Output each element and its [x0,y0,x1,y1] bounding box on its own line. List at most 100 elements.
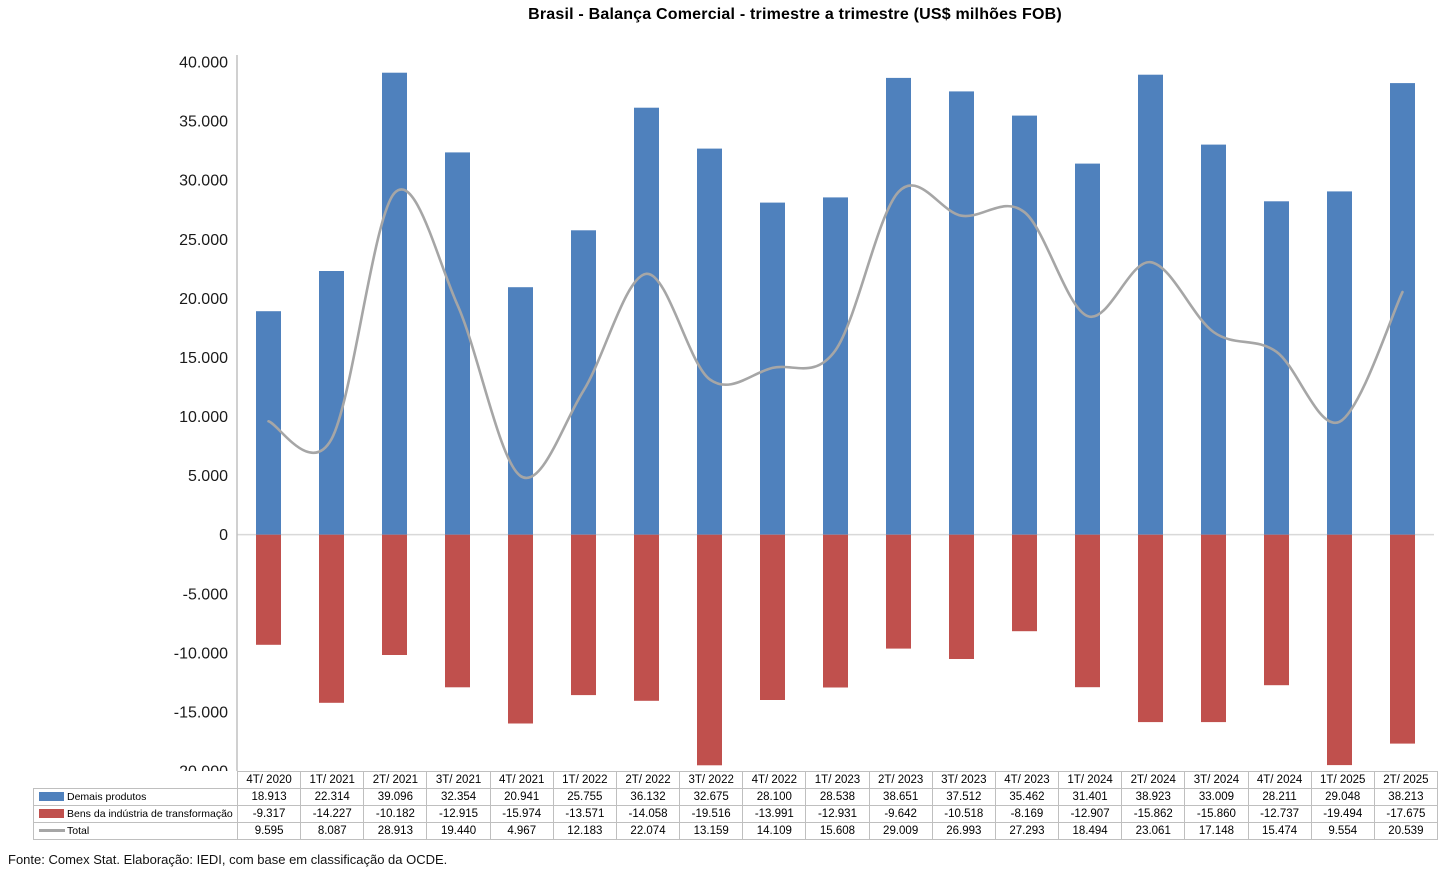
table-header-quarter: 2T/ 2022 [615,771,681,789]
bar-demais-produtos [508,287,533,535]
bar-bens-industria [1201,534,1226,723]
legend-cell: Demais produtos [33,788,238,806]
bar-bens-industria [508,534,533,724]
bar-demais-produtos [1264,201,1289,535]
table-value-cell: 38.213 [1373,788,1438,806]
bar-bens-industria [382,534,407,655]
table-header-quarter: 1T/ 2021 [300,771,365,789]
bar-demais-produtos [1327,191,1352,535]
bar-bens-industria [445,534,470,688]
legend-label: Total [67,825,90,837]
table-value-cell: 23.061 [1121,822,1186,840]
table-value-cell: 38.651 [868,788,933,806]
table-value-cell: -14.058 [615,805,681,823]
bar-demais-produtos [697,148,722,535]
y-axis-tick-label: 0 [219,527,228,544]
table-value-cell: 19.440 [426,822,491,840]
table-value-cell: 8.087 [300,822,365,840]
table-value-cell: 15.474 [1247,822,1312,840]
table-value-cell: -12.737 [1247,805,1312,823]
bar-demais-produtos [886,77,911,535]
bar-bens-industria [949,534,974,659]
bar-demais-produtos [382,72,407,535]
table-header-quarter: 3T/ 2022 [679,771,744,789]
bar-bens-industria [634,534,659,701]
table-header-quarter: 1T/ 2025 [1310,771,1375,789]
table-header-quarter: 2T/ 2025 [1373,771,1438,789]
table-row: Total 9.595 8.087 28.913 19.440 4.967 12.183 22… [33,822,1438,840]
table-header-quarter: 4T/ 2022 [742,771,807,789]
table-value-cell: 4.967 [489,822,554,840]
bar-bens-industria [1264,534,1289,686]
table-value-cell: 22.074 [615,822,681,840]
chart-title: Brasil - Balança Comercial - trimestre a… [528,6,1062,23]
y-axis-tick-label: 5.000 [188,468,228,485]
table-value-cell: 29.048 [1310,788,1375,806]
table-header-quarter: 3T/ 2023 [931,771,996,789]
table-value-cell: 14.109 [742,822,807,840]
table-header-quarter: 3T/ 2024 [1184,771,1249,789]
legend-cell: Total [33,822,238,840]
table-value-cell: -13.991 [742,805,807,823]
table-value-cell: 33.009 [1184,788,1249,806]
table-value-cell: -15.860 [1184,805,1249,823]
table-header-quarter: 4T/ 2024 [1247,771,1312,789]
table-value-cell: 27.293 [994,822,1060,840]
table-header-quarter: 1T/ 2023 [805,771,870,789]
table-value-cell: 18.913 [236,788,302,806]
table-value-cell: -15.974 [489,805,554,823]
table-value-cell: -9.317 [236,805,302,823]
table-value-cell: -12.931 [805,805,870,823]
table-value-cell: 32.675 [679,788,744,806]
table-value-cell: 36.132 [615,788,681,806]
table-value-cell: -12.915 [426,805,491,823]
table-value-cell: -12.907 [1058,805,1123,823]
y-axis-tick-label: -15.000 [174,704,228,721]
total-line [267,184,1404,480]
bar-demais-produtos [319,271,344,535]
table-value-cell: 20.941 [489,788,554,806]
bar-bens-industria [256,534,281,645]
table-value-cell: -10.182 [363,805,428,823]
chart-plot-area: 40.000 35.000 30.000 25.000 20.000 15.000 10.0… [174,55,1434,771]
bar-bens-industria [1012,534,1037,632]
bar-demais-produtos [445,152,470,535]
table-header-quarter: 1T/ 2022 [552,771,617,789]
bar-demais-produtos [1390,83,1415,535]
table-value-cell: 28.538 [805,788,870,806]
bar-bens-industria [1390,534,1415,744]
legend-label: Demais produtos [67,791,147,803]
table-value-cell: 9.595 [236,822,302,840]
bar-demais-produtos [571,230,596,535]
table-value-cell: -9.642 [868,805,933,823]
bar-demais-produtos [1201,144,1226,535]
table-value-cell: -8.169 [994,805,1060,823]
table-value-cell: -19.516 [679,805,744,823]
data-table: 4T/ 2020 1T/ 2021 2T/ 2021 3T/ 2021 4T/ 2021… [33,771,1438,840]
bar-demais-produtos [634,107,659,535]
table-value-cell: -13.571 [552,805,617,823]
table-value-cell: 38.923 [1121,788,1186,806]
table-value-cell: 13.159 [679,822,744,840]
bar-demais-produtos [256,311,281,535]
table-value-cell: 32.354 [426,788,491,806]
table-header-quarter: 2T/ 2021 [363,771,428,789]
total-line-legend-icon [39,829,65,832]
y-axis-tick-label: 30.000 [179,173,228,190]
table-value-cell: 28.100 [742,788,807,806]
bar-demais-produtos [1075,163,1100,535]
table-value-cell: 18.494 [1058,822,1123,840]
table-value-cell: -17.675 [1373,805,1438,823]
bar-bens-industria [571,534,596,696]
bar-bens-industria [760,534,785,700]
series-bar-legend-icon [39,809,64,818]
table-header-quarter: 2T/ 2024 [1121,771,1186,789]
table-header-row: 4T/ 2020 1T/ 2021 2T/ 2021 3T/ 2021 4T/ 2021… [34,771,1438,789]
table-value-cell: 35.462 [994,788,1060,806]
table-value-cell: 29.009 [868,822,933,840]
table-value-cell: 28.211 [1247,788,1312,806]
table-value-cell: -19.494 [1310,805,1375,823]
bar-bens-industria [1327,534,1352,766]
table-corner-cell [34,772,238,789]
bar-bens-industria [697,534,722,766]
